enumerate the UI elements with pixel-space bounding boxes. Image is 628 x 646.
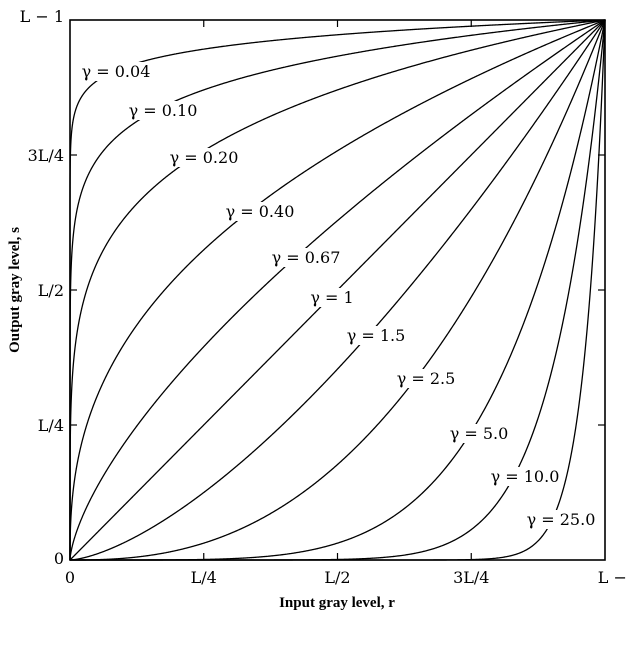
curve-label-background xyxy=(344,326,408,345)
curve-label-background xyxy=(223,202,297,221)
curve-labels-layer: γ = 0.04 γ = 0.10 γ = 0.20 γ = 0.40 γ = 0.67… xyxy=(79,62,598,529)
curve-label-gamma-0-04: γ = 0.04 xyxy=(82,62,151,81)
curve-label-gamma-2-5: γ = 2.5 xyxy=(397,369,456,388)
curve-label-gamma-0-4: γ = 0.40 xyxy=(226,202,295,221)
curve-label-background xyxy=(524,510,598,529)
curve-label-gamma-0-67: γ = 0.67 xyxy=(272,248,341,267)
curve-label-gamma-1-5: γ = 1.5 xyxy=(347,326,406,345)
curve-label-background xyxy=(488,467,562,486)
curve-label-background xyxy=(269,248,343,267)
curve-label-gamma-0-1: γ = 0.10 xyxy=(129,101,198,120)
curve-gamma-1 xyxy=(69,19,606,561)
curve-gamma-0-67 xyxy=(69,19,606,560)
curve-label-background xyxy=(126,101,200,120)
y-tick-label: L − 1 xyxy=(20,7,64,26)
x-axis-title: Input gray level, r xyxy=(279,595,395,611)
curve-label-gamma-5: γ = 5.0 xyxy=(450,424,509,443)
x-tick-label: L − 1 xyxy=(598,568,628,587)
y-tick-label: L/2 xyxy=(38,281,64,300)
curve-label-gamma-0-2: γ = 0.20 xyxy=(170,148,239,167)
y-tick-label: 0 xyxy=(54,549,64,568)
x-tick-label: L/4 xyxy=(191,568,217,587)
curve-label-gamma-1: γ = 1 xyxy=(310,288,353,307)
curve-gamma-1-5 xyxy=(69,19,606,561)
curve-label-gamma-25: γ = 25.0 xyxy=(527,510,596,529)
curve-gamma-0-04 xyxy=(69,19,606,560)
curve-label-background xyxy=(394,369,458,388)
curve-label-background xyxy=(447,424,511,443)
y-tick-label: 3L/4 xyxy=(28,146,64,165)
curve-label-background xyxy=(167,148,241,167)
y-tick-label: L/4 xyxy=(38,416,64,435)
x-tick-label: L/2 xyxy=(324,568,350,587)
x-tick-label: 0 xyxy=(65,568,75,587)
curve-label-background xyxy=(79,62,153,81)
ticks-layer: 0 L/4 L/2 3L/4 L − 1 0 L/4 L/2 3L/4 L − 1 xyxy=(20,7,628,587)
curve-gamma-0-2 xyxy=(69,19,606,560)
curve-label-gamma-10: γ = 10.0 xyxy=(491,467,560,486)
curve-label-background xyxy=(308,288,356,307)
curve-gamma-0-1 xyxy=(69,19,606,560)
x-tick-label: 3L/4 xyxy=(453,568,489,587)
y-axis-title: Output gray level, s xyxy=(7,227,23,353)
